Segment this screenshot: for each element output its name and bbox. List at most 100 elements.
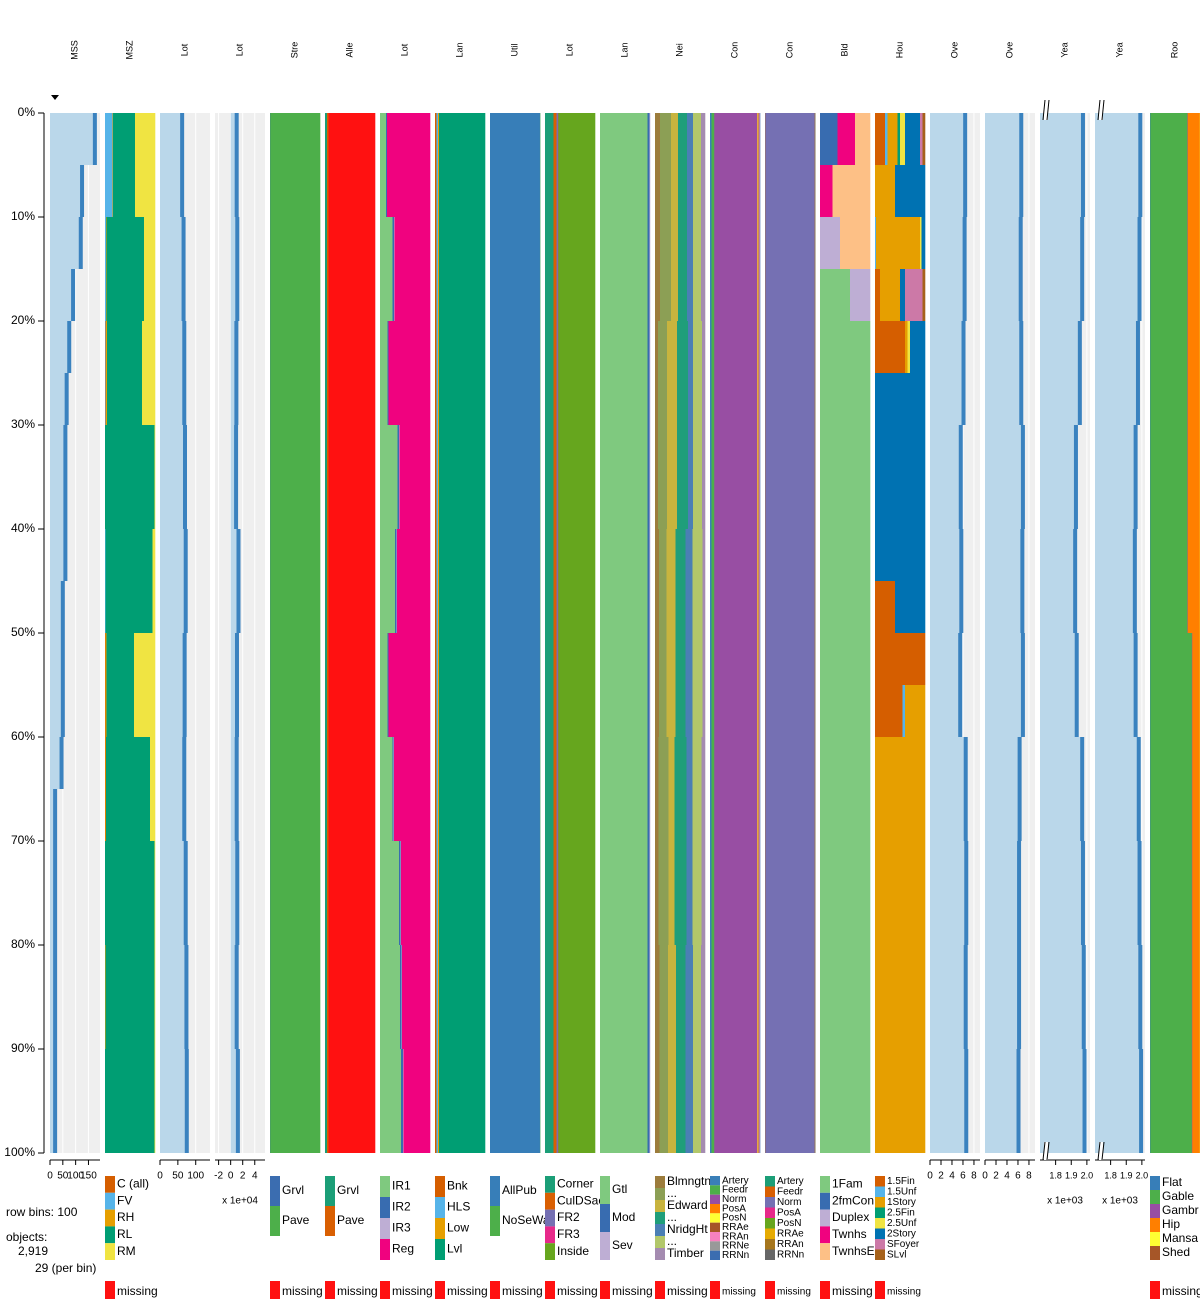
bin-mean bbox=[1133, 633, 1138, 737]
legend-swatch bbox=[1150, 1246, 1160, 1260]
bin-bar bbox=[930, 945, 966, 1049]
legend-label: RL bbox=[117, 1227, 133, 1241]
category-segment bbox=[1150, 113, 1188, 633]
category-segment bbox=[400, 841, 402, 945]
legend-label: IR2 bbox=[392, 1200, 411, 1214]
bin-mean bbox=[181, 217, 186, 321]
category-segment bbox=[387, 633, 389, 737]
legend-label: 2Story bbox=[887, 1228, 916, 1239]
axis-break bbox=[1097, 1141, 1101, 1161]
axis-break bbox=[1042, 99, 1046, 121]
x-tick-label: 2 bbox=[938, 1171, 944, 1182]
category-segment bbox=[659, 529, 667, 737]
legend-swatch bbox=[875, 1239, 885, 1250]
category-segment bbox=[105, 425, 155, 529]
category-segment bbox=[270, 113, 321, 1153]
category-segment bbox=[152, 529, 156, 633]
category-segment bbox=[439, 113, 486, 1153]
category-segment bbox=[658, 737, 669, 945]
legend-label: 1.5Unf bbox=[887, 1186, 917, 1197]
legend-swatch bbox=[710, 1185, 720, 1195]
bin-mean bbox=[964, 841, 969, 945]
x-tick-label: 6 bbox=[960, 1171, 966, 1182]
legend-label: missing bbox=[557, 1284, 598, 1298]
legend-swatch bbox=[325, 1206, 335, 1236]
category-segment bbox=[875, 1101, 926, 1153]
legend-swatch bbox=[325, 1281, 335, 1299]
category-segment bbox=[106, 217, 145, 321]
x-tick-label: 2.0 bbox=[1136, 1170, 1149, 1180]
category-segment bbox=[880, 269, 901, 321]
bin-bar bbox=[230, 217, 238, 321]
legend-swatch bbox=[1150, 1176, 1160, 1190]
legend-swatch bbox=[710, 1281, 720, 1299]
category-segment bbox=[887, 113, 898, 165]
bin-mean bbox=[1019, 321, 1024, 425]
bin-mean bbox=[60, 581, 65, 633]
legend-swatch bbox=[545, 1176, 555, 1193]
bin-bar bbox=[230, 425, 237, 529]
legend-label: missing bbox=[1162, 1284, 1200, 1298]
category-segment bbox=[875, 893, 926, 945]
column-header: Ove bbox=[1004, 42, 1014, 59]
bin-bar bbox=[1040, 425, 1076, 529]
bin-bar bbox=[230, 841, 238, 945]
column-header: Bld bbox=[839, 43, 849, 56]
category-segment bbox=[922, 269, 926, 321]
bin-bar bbox=[985, 425, 1023, 529]
category-segment bbox=[154, 425, 156, 529]
category-segment bbox=[820, 737, 871, 789]
legend-label: missing bbox=[502, 1284, 543, 1298]
bin-mean bbox=[1018, 217, 1023, 321]
legend-label: PosN bbox=[722, 1213, 746, 1224]
category-segment bbox=[387, 113, 431, 217]
category-segment bbox=[875, 321, 906, 373]
category-segment bbox=[105, 633, 107, 737]
legend-label: missing bbox=[832, 1284, 873, 1298]
legend-swatch bbox=[270, 1206, 280, 1236]
category-segment bbox=[668, 737, 675, 945]
legend-swatch bbox=[875, 1218, 885, 1229]
bin-bar bbox=[1095, 113, 1141, 217]
bin-mean bbox=[53, 841, 58, 893]
column-header: Roo bbox=[1169, 42, 1179, 59]
legend-label: PosA bbox=[777, 1207, 801, 1218]
bin-mean bbox=[1080, 841, 1085, 945]
bin-bar bbox=[930, 425, 961, 529]
legend-label: Feedr bbox=[722, 1185, 749, 1196]
bin-bar bbox=[930, 217, 965, 321]
y-tick-label: 0% bbox=[18, 105, 36, 119]
category-segment bbox=[676, 945, 686, 1153]
category-segment bbox=[105, 945, 155, 1049]
category-segment bbox=[905, 269, 923, 321]
legend-label: ... bbox=[667, 1210, 677, 1224]
category-segment bbox=[710, 113, 712, 1153]
category-segment bbox=[400, 945, 402, 1049]
category-segment bbox=[902, 685, 906, 737]
category-segment bbox=[106, 217, 107, 321]
bin-bar bbox=[930, 529, 962, 633]
legend-label: PosA bbox=[722, 1203, 746, 1214]
category-segment bbox=[820, 113, 838, 165]
legend-label: missing bbox=[392, 1284, 433, 1298]
legend-swatch bbox=[1150, 1218, 1160, 1232]
category-segment bbox=[711, 113, 715, 1153]
category-segment bbox=[380, 841, 400, 945]
category-segment bbox=[401, 945, 403, 1049]
category-segment bbox=[1150, 633, 1151, 1153]
bin-bar bbox=[50, 321, 70, 373]
bin-bar bbox=[930, 633, 961, 737]
category-segment bbox=[905, 685, 926, 737]
legend-label: RRNe bbox=[722, 1241, 750, 1252]
legend-swatch bbox=[765, 1249, 775, 1260]
legend-label: RRAn bbox=[777, 1239, 804, 1250]
category-segment bbox=[714, 113, 758, 1153]
legend-swatch bbox=[270, 1281, 280, 1299]
category-segment bbox=[820, 1049, 871, 1101]
bin-bar bbox=[930, 841, 967, 945]
bin-bar bbox=[50, 529, 66, 581]
bin-bar bbox=[985, 529, 1023, 633]
legend-label: Bnk bbox=[447, 1179, 469, 1193]
legend-swatch bbox=[765, 1207, 775, 1218]
legend-swatch bbox=[820, 1192, 830, 1210]
